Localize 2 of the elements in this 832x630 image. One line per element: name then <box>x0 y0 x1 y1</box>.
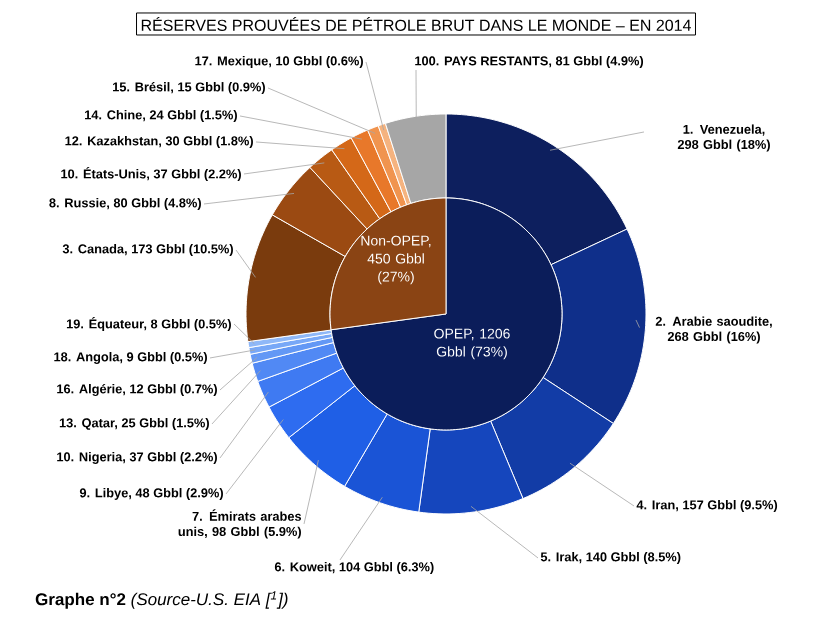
text: Graphe n°2 (Source-U.S. EIA [$^{1}$]) <box>35 591 288 609</box>
chart-title: RÉSERVES PROUVÉES DE PÉTROLE BRUT DANS LE MONDE – EN 2014 <box>141 16 691 31</box>
